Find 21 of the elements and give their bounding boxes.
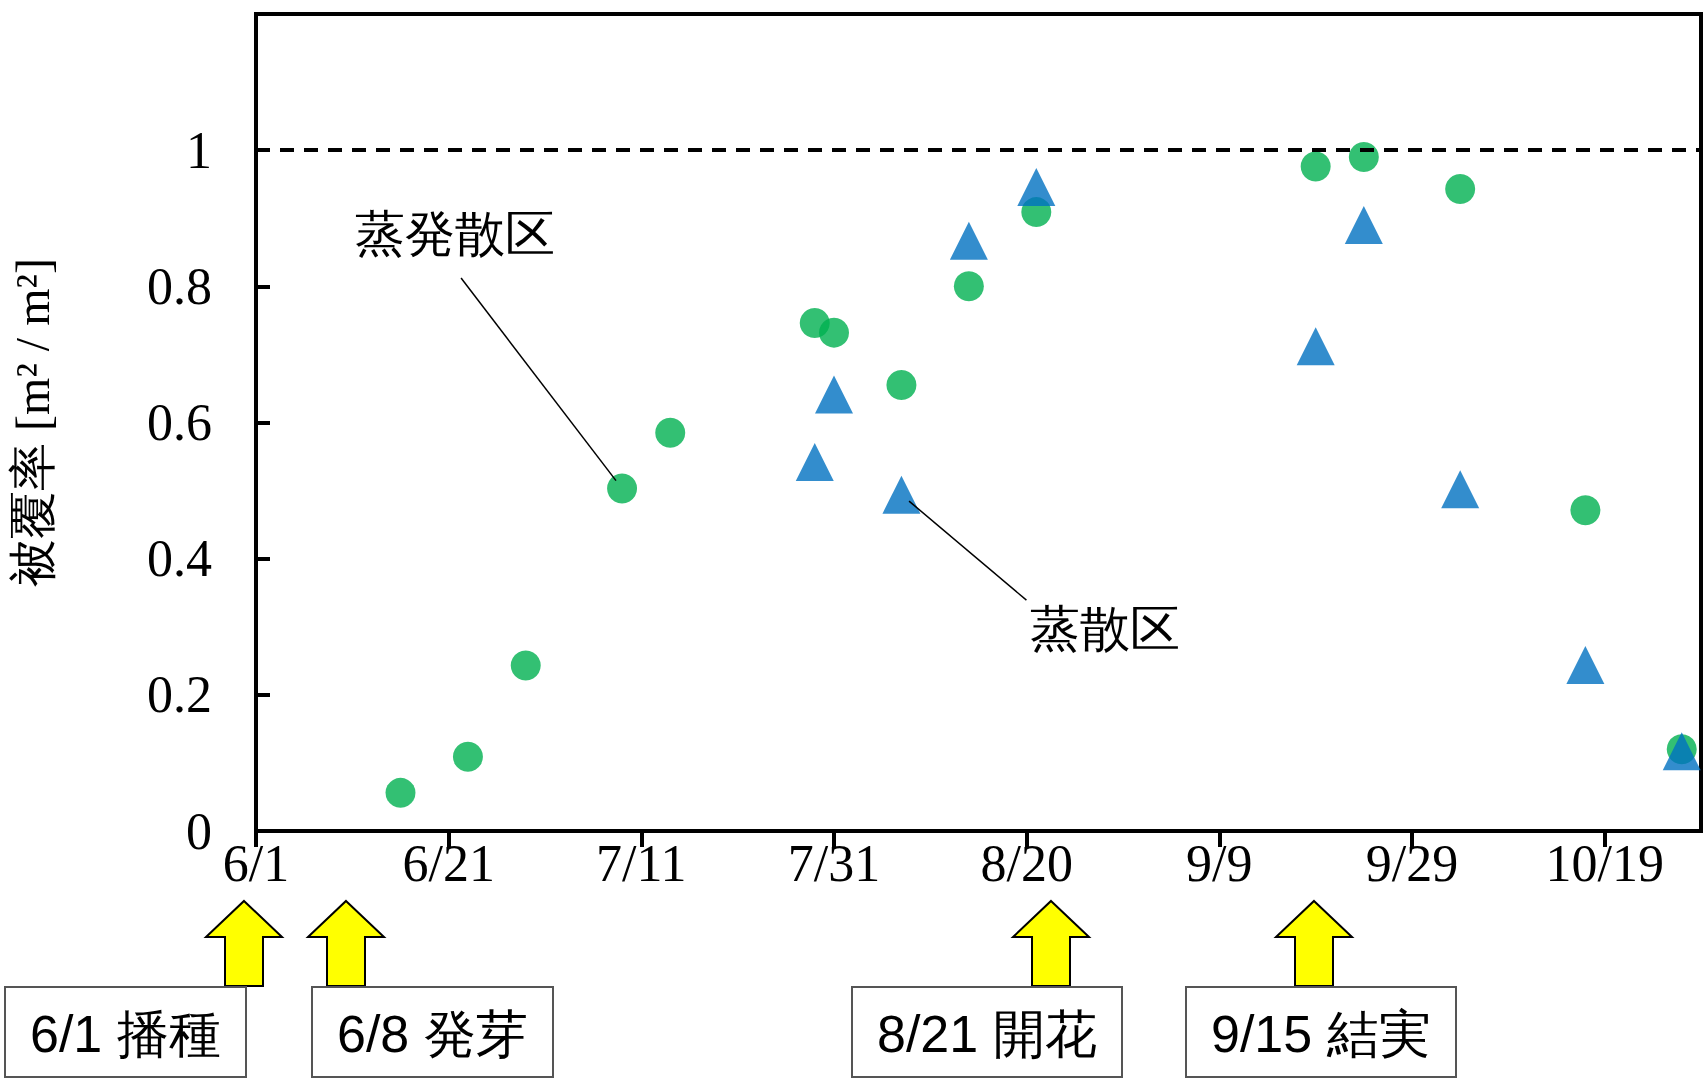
label-box: 9/15 結実	[1185, 986, 1457, 1078]
x-tick-label: 10/19	[1545, 834, 1664, 892]
x-tick-label: 9/9	[1186, 834, 1253, 892]
y-tick-label: 0	[186, 802, 212, 860]
x-tick-label: 7/11	[596, 834, 687, 892]
y-tick-label: 1	[186, 121, 212, 179]
y-tick-label: 0.4	[147, 530, 212, 588]
y-tick-label: 0.8	[147, 257, 212, 315]
x-tick-label: 9/29	[1365, 834, 1459, 892]
x-tick-label: 6/21	[402, 834, 495, 892]
text: 蒸散区	[1030, 600, 1181, 660]
x-tick-label: 7/31	[787, 834, 881, 892]
label-box: 6/1 播種	[4, 986, 247, 1078]
label-box: 6/8 発芽	[311, 986, 554, 1078]
x-tick-label: 8/20	[980, 834, 1073, 892]
text: 蒸発散区	[355, 205, 556, 265]
y-tick-label: 0.6	[147, 394, 212, 451]
x-tick-label: 6/1	[222, 834, 290, 892]
y-tick-label: 0.2	[147, 666, 212, 724]
y-axis-title: 被覆率 [m² / m²]	[5, 258, 59, 587]
label-box: 8/21 開花	[851, 986, 1123, 1078]
